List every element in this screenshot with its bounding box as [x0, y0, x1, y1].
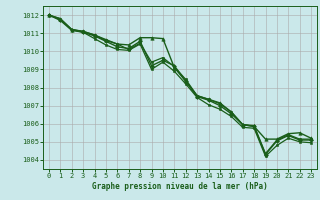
X-axis label: Graphe pression niveau de la mer (hPa): Graphe pression niveau de la mer (hPa) [92, 182, 268, 191]
